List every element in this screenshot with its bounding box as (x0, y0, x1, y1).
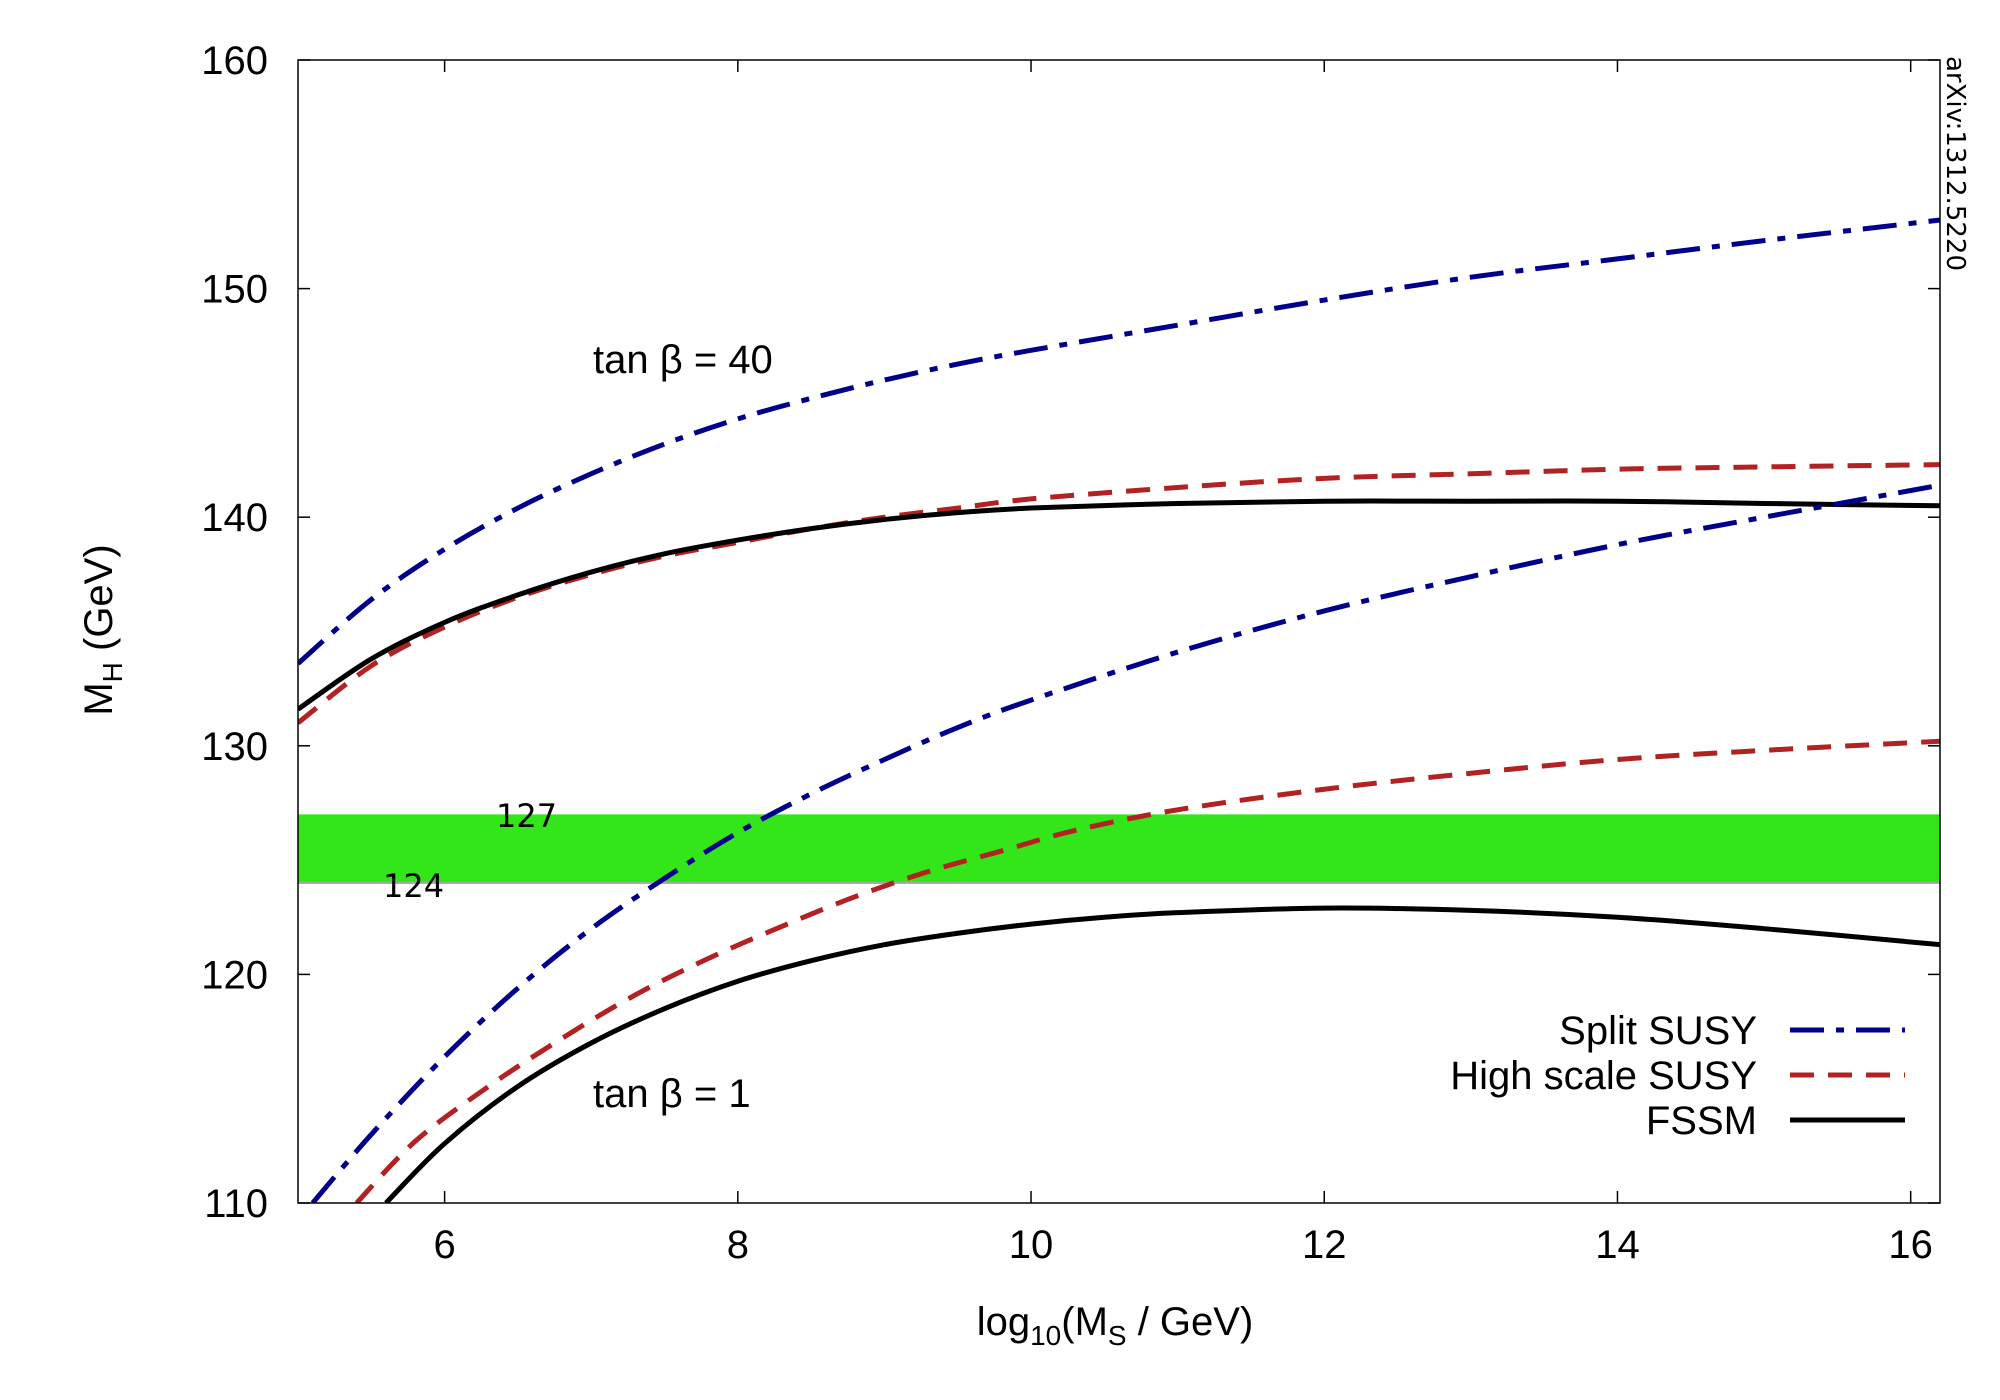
series-line-fssm-tanb1 (384, 905, 1940, 1203)
series-line-split-susy-tanb1 (310, 482, 1940, 1203)
y-tick-label: 150 (201, 268, 268, 312)
annotation-layer: tan β = 40 tan β = 1 (593, 338, 773, 1116)
series-line-fssm-tanb40 (298, 498, 1940, 712)
annotation-tanb-40: tan β = 40 (593, 338, 773, 382)
band-label-low: 124 (383, 867, 444, 905)
legend-label-split-susy: Split SUSY (1559, 1009, 1757, 1053)
legend-label-high-scale-susy: High scale SUSY (1450, 1054, 1757, 1098)
y-axis-title: MH (GeV) (77, 544, 128, 715)
x-tick-label: 6 (433, 1223, 455, 1267)
series-line-high-scale-susy-tanb1 (354, 738, 1940, 1203)
series-layer (298, 217, 1940, 1203)
plot-frame (297, 59, 1941, 1204)
y-tick-label: 140 (201, 496, 268, 540)
y-tick-label: 130 (201, 725, 268, 769)
higgs-mass-band (298, 814, 1940, 883)
series-line-high-scale-susy-tanb40 (298, 462, 1940, 725)
x-axis-title: log10(MS / GeV) (977, 1300, 1254, 1351)
band-label-high: 127 (496, 797, 557, 835)
tick-layer: 6 8 10 12 14 16 110 120 130 140 150 160 (201, 39, 1940, 1267)
series-group (298, 217, 1940, 1203)
band-layer: 124 127 (298, 797, 1940, 905)
x-tick-label: 10 (1009, 1223, 1054, 1267)
x-tick-label: 12 (1302, 1223, 1347, 1267)
y-tick-label: 160 (201, 39, 268, 83)
arxiv-stamp: arXiv:1312.5220 (1940, 56, 1970, 271)
legend-label-fssm: FSSM (1646, 1099, 1757, 1143)
series-line-split-susy-tanb40 (298, 217, 1940, 666)
y-tick-label: 120 (201, 953, 268, 997)
x-tick-label: 14 (1595, 1223, 1640, 1267)
x-tick-label: 16 (1888, 1223, 1933, 1267)
annotation-tanb-1: tan β = 1 (593, 1072, 751, 1116)
x-tick-label: 8 (727, 1223, 749, 1267)
y-tick-label: 110 (204, 1182, 268, 1226)
